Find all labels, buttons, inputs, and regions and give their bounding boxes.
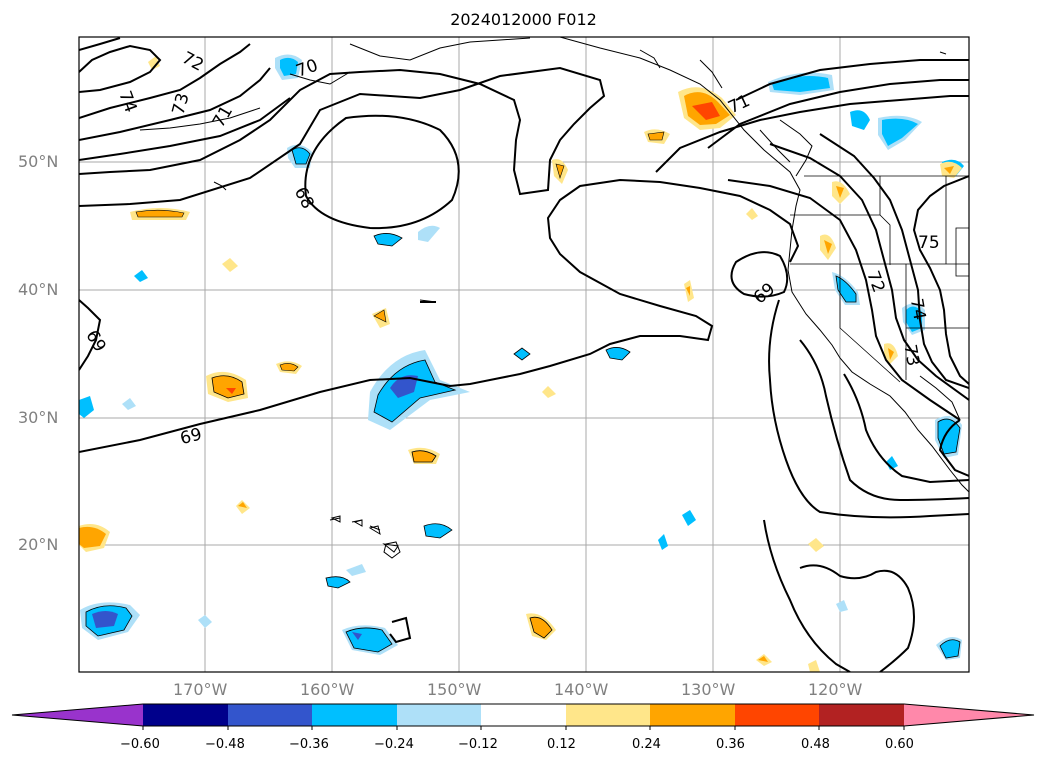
latitude-label: 30°N bbox=[18, 408, 59, 427]
map-plot-area bbox=[79, 37, 969, 672]
colorbar-swatch bbox=[228, 704, 312, 726]
colorbar-tick-label: 0.24 bbox=[632, 737, 661, 752]
colorbar-tick-label: 0.48 bbox=[801, 737, 830, 752]
map-frame bbox=[78, 36, 970, 673]
colorbar-tick-label: −0.60 bbox=[120, 737, 160, 752]
positive-anomaly-patches bbox=[79, 56, 962, 672]
state-borders bbox=[790, 175, 969, 383]
height-contours bbox=[79, 37, 969, 672]
contour-label: 73 bbox=[169, 91, 194, 117]
colorbar-swatch bbox=[312, 704, 397, 726]
longitude-label: 140°W bbox=[554, 680, 609, 699]
longitude-label: 130°W bbox=[681, 680, 736, 699]
contour-label: 69 bbox=[178, 424, 204, 449]
colorbar-tick-label: −0.12 bbox=[458, 737, 498, 752]
contour-label: 68 bbox=[290, 184, 318, 212]
colorbar-swatch bbox=[481, 704, 566, 726]
colorbar-swatch bbox=[566, 704, 650, 726]
colorbar-extend-high bbox=[904, 704, 1034, 726]
contour-label: 69 bbox=[750, 279, 779, 308]
longitude-label: 150°W bbox=[427, 680, 482, 699]
colorbar-swatch bbox=[397, 704, 481, 726]
colorbar-swatch bbox=[143, 704, 228, 726]
contour-label: 71 bbox=[209, 102, 237, 131]
colorbar-tick-label: 0.60 bbox=[885, 737, 914, 752]
longitude-label: 120°W bbox=[808, 680, 863, 699]
latitude-label: 40°N bbox=[18, 280, 59, 299]
longitude-label: 160°W bbox=[300, 680, 355, 699]
contour-label: 72 bbox=[862, 268, 888, 295]
colorbar-tick-label: 0.36 bbox=[716, 737, 745, 752]
contour-label: 73 bbox=[899, 343, 922, 368]
contour-label: 74 bbox=[114, 88, 140, 115]
longitude-label: 170°W bbox=[173, 680, 228, 699]
colorbar-tick-label: −0.36 bbox=[289, 737, 329, 752]
colorbar-tick-label: −0.48 bbox=[205, 737, 245, 752]
latitude-label: 20°N bbox=[18, 535, 59, 554]
contour-label: 69 bbox=[81, 327, 109, 356]
map-title: 2024012000 F012 bbox=[450, 10, 597, 29]
colorbar-extend-low bbox=[12, 704, 143, 726]
colorbar-swatch bbox=[735, 704, 819, 726]
colorbar-tick-label: −0.24 bbox=[374, 737, 414, 752]
colorbar-swatch bbox=[819, 704, 904, 726]
contour-label: 74 bbox=[906, 297, 929, 322]
latitude-label: 50°N bbox=[18, 152, 59, 171]
negative-anomaly-patches bbox=[79, 54, 964, 660]
contour-label: 75 bbox=[918, 233, 940, 253]
colorbar bbox=[11, 703, 1035, 730]
contour-label: 72 bbox=[178, 48, 206, 76]
colorbar-tick-label: 0.12 bbox=[547, 737, 576, 752]
hawaii-outline bbox=[330, 515, 401, 559]
colorbar-swatch bbox=[650, 704, 735, 726]
